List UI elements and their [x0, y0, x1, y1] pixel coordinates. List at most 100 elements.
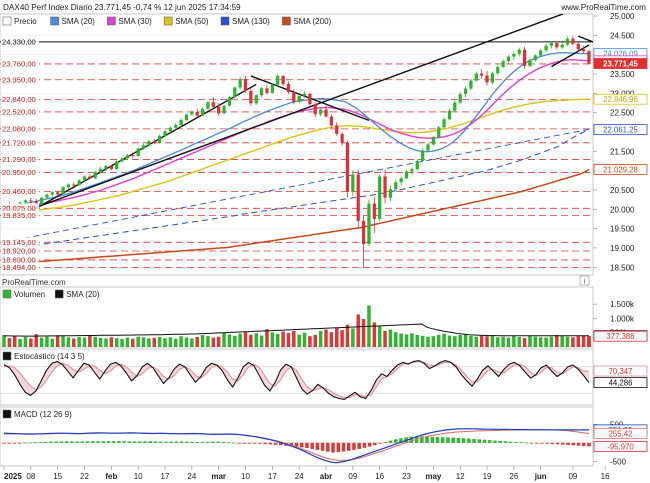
- macd-histogram-bar: [91, 441, 95, 443]
- legend-swatch: [50, 16, 59, 26]
- time-tick-label: 17: [161, 472, 170, 481]
- candle-body: [190, 111, 194, 115]
- candle-body: [474, 73, 478, 81]
- volume-bar: [292, 331, 296, 347]
- macd-histogram-bar: [216, 441, 220, 443]
- volume-sma: [4, 323, 589, 337]
- info-button[interactable]: [579, 275, 590, 286]
- candle-body: [270, 84, 274, 93]
- volume-bar: [469, 335, 473, 347]
- macd-histogram-bar: [367, 442, 372, 447]
- volume-bar: [533, 336, 538, 347]
- candle-body: [340, 133, 344, 143]
- legend-label: Volumen: [14, 290, 45, 299]
- volume-bar: [302, 332, 307, 347]
- price-level-label-bg: [1, 262, 39, 272]
- legend-swatch: [282, 16, 291, 26]
- legend-swatch: [2, 409, 12, 419]
- macd-histogram-bar: [164, 441, 168, 443]
- candle-body: [115, 161, 119, 170]
- volume-bar: [275, 333, 280, 347]
- macd-histogram-bar: [529, 442, 534, 444]
- macd-histogram-bar: [378, 442, 382, 444]
- candle-body: [539, 50, 543, 56]
- volume-tick-label: 1.500k: [610, 300, 635, 309]
- volume-bar: [152, 337, 157, 347]
- trendline: [551, 44, 590, 68]
- macd-histogram-bar: [169, 441, 173, 443]
- volume-bar: [104, 338, 108, 347]
- candle-body: [276, 75, 280, 85]
- macd-histogram-bar: [64, 441, 69, 443]
- candle-body: [410, 169, 414, 172]
- volume-bar: [410, 333, 414, 347]
- volume-bar: [39, 337, 44, 347]
- macd-histogram-bar: [12, 442, 17, 444]
- macd-histogram-bar: [357, 442, 361, 449]
- stochastic-legend: Estocástico (14 3 5): [1, 350, 101, 361]
- value-badge-label: 22.061,25: [603, 126, 638, 135]
- candle-body: [233, 87, 237, 98]
- value-badge-label: 44,286: [609, 379, 633, 388]
- candle-body: [571, 38, 575, 44]
- candle-body: [286, 84, 291, 93]
- price-level-label-bg: [1, 94, 39, 104]
- macd-histogram-bar: [242, 442, 247, 444]
- volume-bar: [114, 338, 119, 347]
- volume-panel[interactable]: Volumen SMA (20): [0, 286, 594, 348]
- price-level-label: 23.760,00: [2, 59, 36, 68]
- volume-bar: [55, 335, 60, 347]
- time-tick-label: 10: [241, 472, 250, 481]
- legend-swatch: [163, 16, 173, 26]
- candle-body: [163, 131, 167, 136]
- time-tick-label: 19: [483, 472, 492, 481]
- legend-bg: [1, 350, 101, 361]
- macd-histogram-bar: [456, 437, 461, 443]
- candle-body: [437, 127, 441, 137]
- value-badge-label: 70,347: [609, 367, 633, 376]
- price-level-label: 23.350,00: [2, 75, 36, 84]
- macd-histogram-bar: [96, 441, 100, 443]
- macd-histogram-bar: [352, 442, 356, 450]
- volume-bar: [286, 333, 291, 347]
- candle-body: [383, 176, 387, 198]
- volume-bar: [206, 336, 210, 347]
- price-panel[interactable]: 24.330,00 23.760,00 23.350,00 22.840,00 22.5…: [0, 6, 610, 287]
- stochastic-panel[interactable]: Estocástico (14 3 5): [0, 348, 594, 406]
- volume-bar: [549, 336, 554, 347]
- volume-bar: [77, 337, 81, 347]
- candle-body: [281, 75, 285, 85]
- price-tick-label: 18.500: [610, 263, 635, 272]
- value-badge-label: 377.386: [606, 332, 634, 341]
- price-levels: [0, 41, 593, 268]
- macd-panel[interactable]: MACD (12 26 9): [0, 406, 594, 467]
- macd-histogram-bar: [28, 442, 32, 444]
- volume-bar: [436, 335, 441, 347]
- macd-histogram-bar: [535, 442, 539, 444]
- volume-bar: [426, 336, 430, 347]
- legend-label: SMA (50): [175, 17, 209, 26]
- macd-histogram-bar: [508, 441, 513, 443]
- candle-body: [335, 125, 339, 134]
- volume-bar: [12, 335, 17, 347]
- candle-body: [152, 141, 156, 143]
- header: DAX40 Perf Index Diario 23.771,45 -0,74 …: [3, 3, 646, 12]
- volume-bar: [442, 333, 446, 347]
- macd-lines: [3, 428, 590, 464]
- value-badge: [593, 365, 648, 377]
- value-badge: [593, 164, 648, 175]
- candle-body: [576, 43, 580, 50]
- volume-bar: [227, 334, 232, 347]
- price-tick-label: 22.500: [610, 109, 635, 118]
- candle-body: [313, 104, 317, 115]
- macd-histogram-bar: [174, 441, 179, 443]
- price-tick-label: 23.000: [610, 89, 635, 98]
- macd-histogram-bar: [263, 442, 267, 445]
- macd-histogram-bar: [143, 441, 147, 443]
- candle-body: [109, 165, 113, 170]
- volume-bar: [501, 336, 505, 347]
- volume-bar: [404, 334, 409, 347]
- time-tick-label: 23: [402, 472, 411, 481]
- macd-histogram-bar: [2, 442, 6, 444]
- volume-bar: [259, 335, 264, 347]
